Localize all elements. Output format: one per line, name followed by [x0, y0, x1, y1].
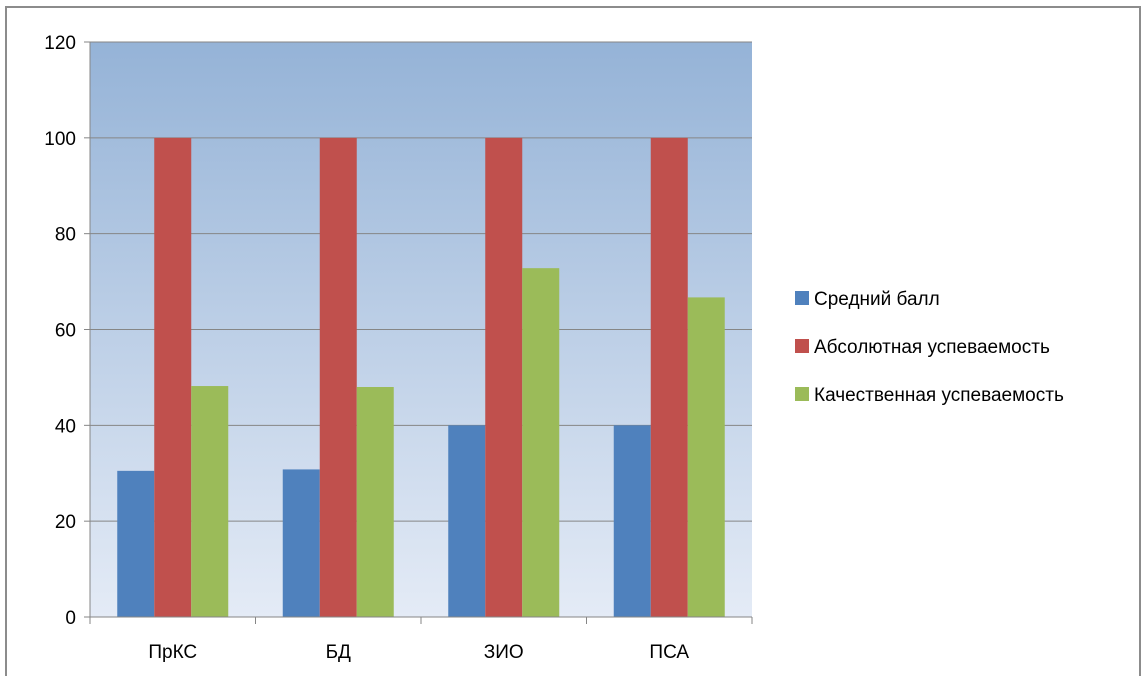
y-tick-label: 80	[55, 225, 76, 246]
y-tick-label: 60	[55, 321, 76, 342]
y-tick-label: 120	[44, 33, 76, 54]
legend-label: Качественная успеваемость	[814, 385, 1064, 406]
legend-swatch	[795, 339, 809, 353]
legend-swatch	[795, 387, 809, 401]
bar	[117, 470, 155, 617]
y-tick-label: 100	[44, 129, 76, 150]
y-tick-label: 20	[55, 512, 76, 533]
bars	[117, 137, 725, 618]
bar	[687, 297, 725, 617]
x-category-label: ПрКС	[148, 642, 197, 663]
bar	[319, 137, 357, 618]
legend-item: Абсолютная успеваемость	[795, 337, 1050, 358]
bar	[154, 137, 192, 618]
legend-label: Средний балл	[814, 289, 940, 310]
bar	[485, 137, 523, 618]
x-axis-labels: ПрКС БД ЗИО ПСА	[89, 617, 753, 663]
bar	[356, 387, 394, 617]
bar	[522, 268, 560, 617]
legend: Средний балл Абсолютная успеваемость Качес…	[795, 289, 1064, 406]
y-tick-label: 40	[55, 416, 76, 437]
bar	[191, 386, 229, 617]
x-category-label: ЗИО	[484, 642, 524, 663]
bar	[282, 469, 320, 617]
y-axis-ticks: 0 20 40 60 80 100 120	[44, 33, 90, 629]
y-tick-label: 0	[65, 608, 76, 629]
bar	[613, 425, 651, 617]
bar	[650, 137, 688, 618]
legend-swatch	[795, 291, 809, 305]
x-category-label: ПСА	[649, 642, 689, 663]
x-category-label: БД	[326, 642, 351, 663]
bar	[448, 425, 486, 617]
legend-item: Качественная успеваемость	[795, 385, 1064, 406]
legend-label: Абсолютная успеваемость	[814, 337, 1050, 358]
legend-item: Средний балл	[795, 289, 940, 310]
